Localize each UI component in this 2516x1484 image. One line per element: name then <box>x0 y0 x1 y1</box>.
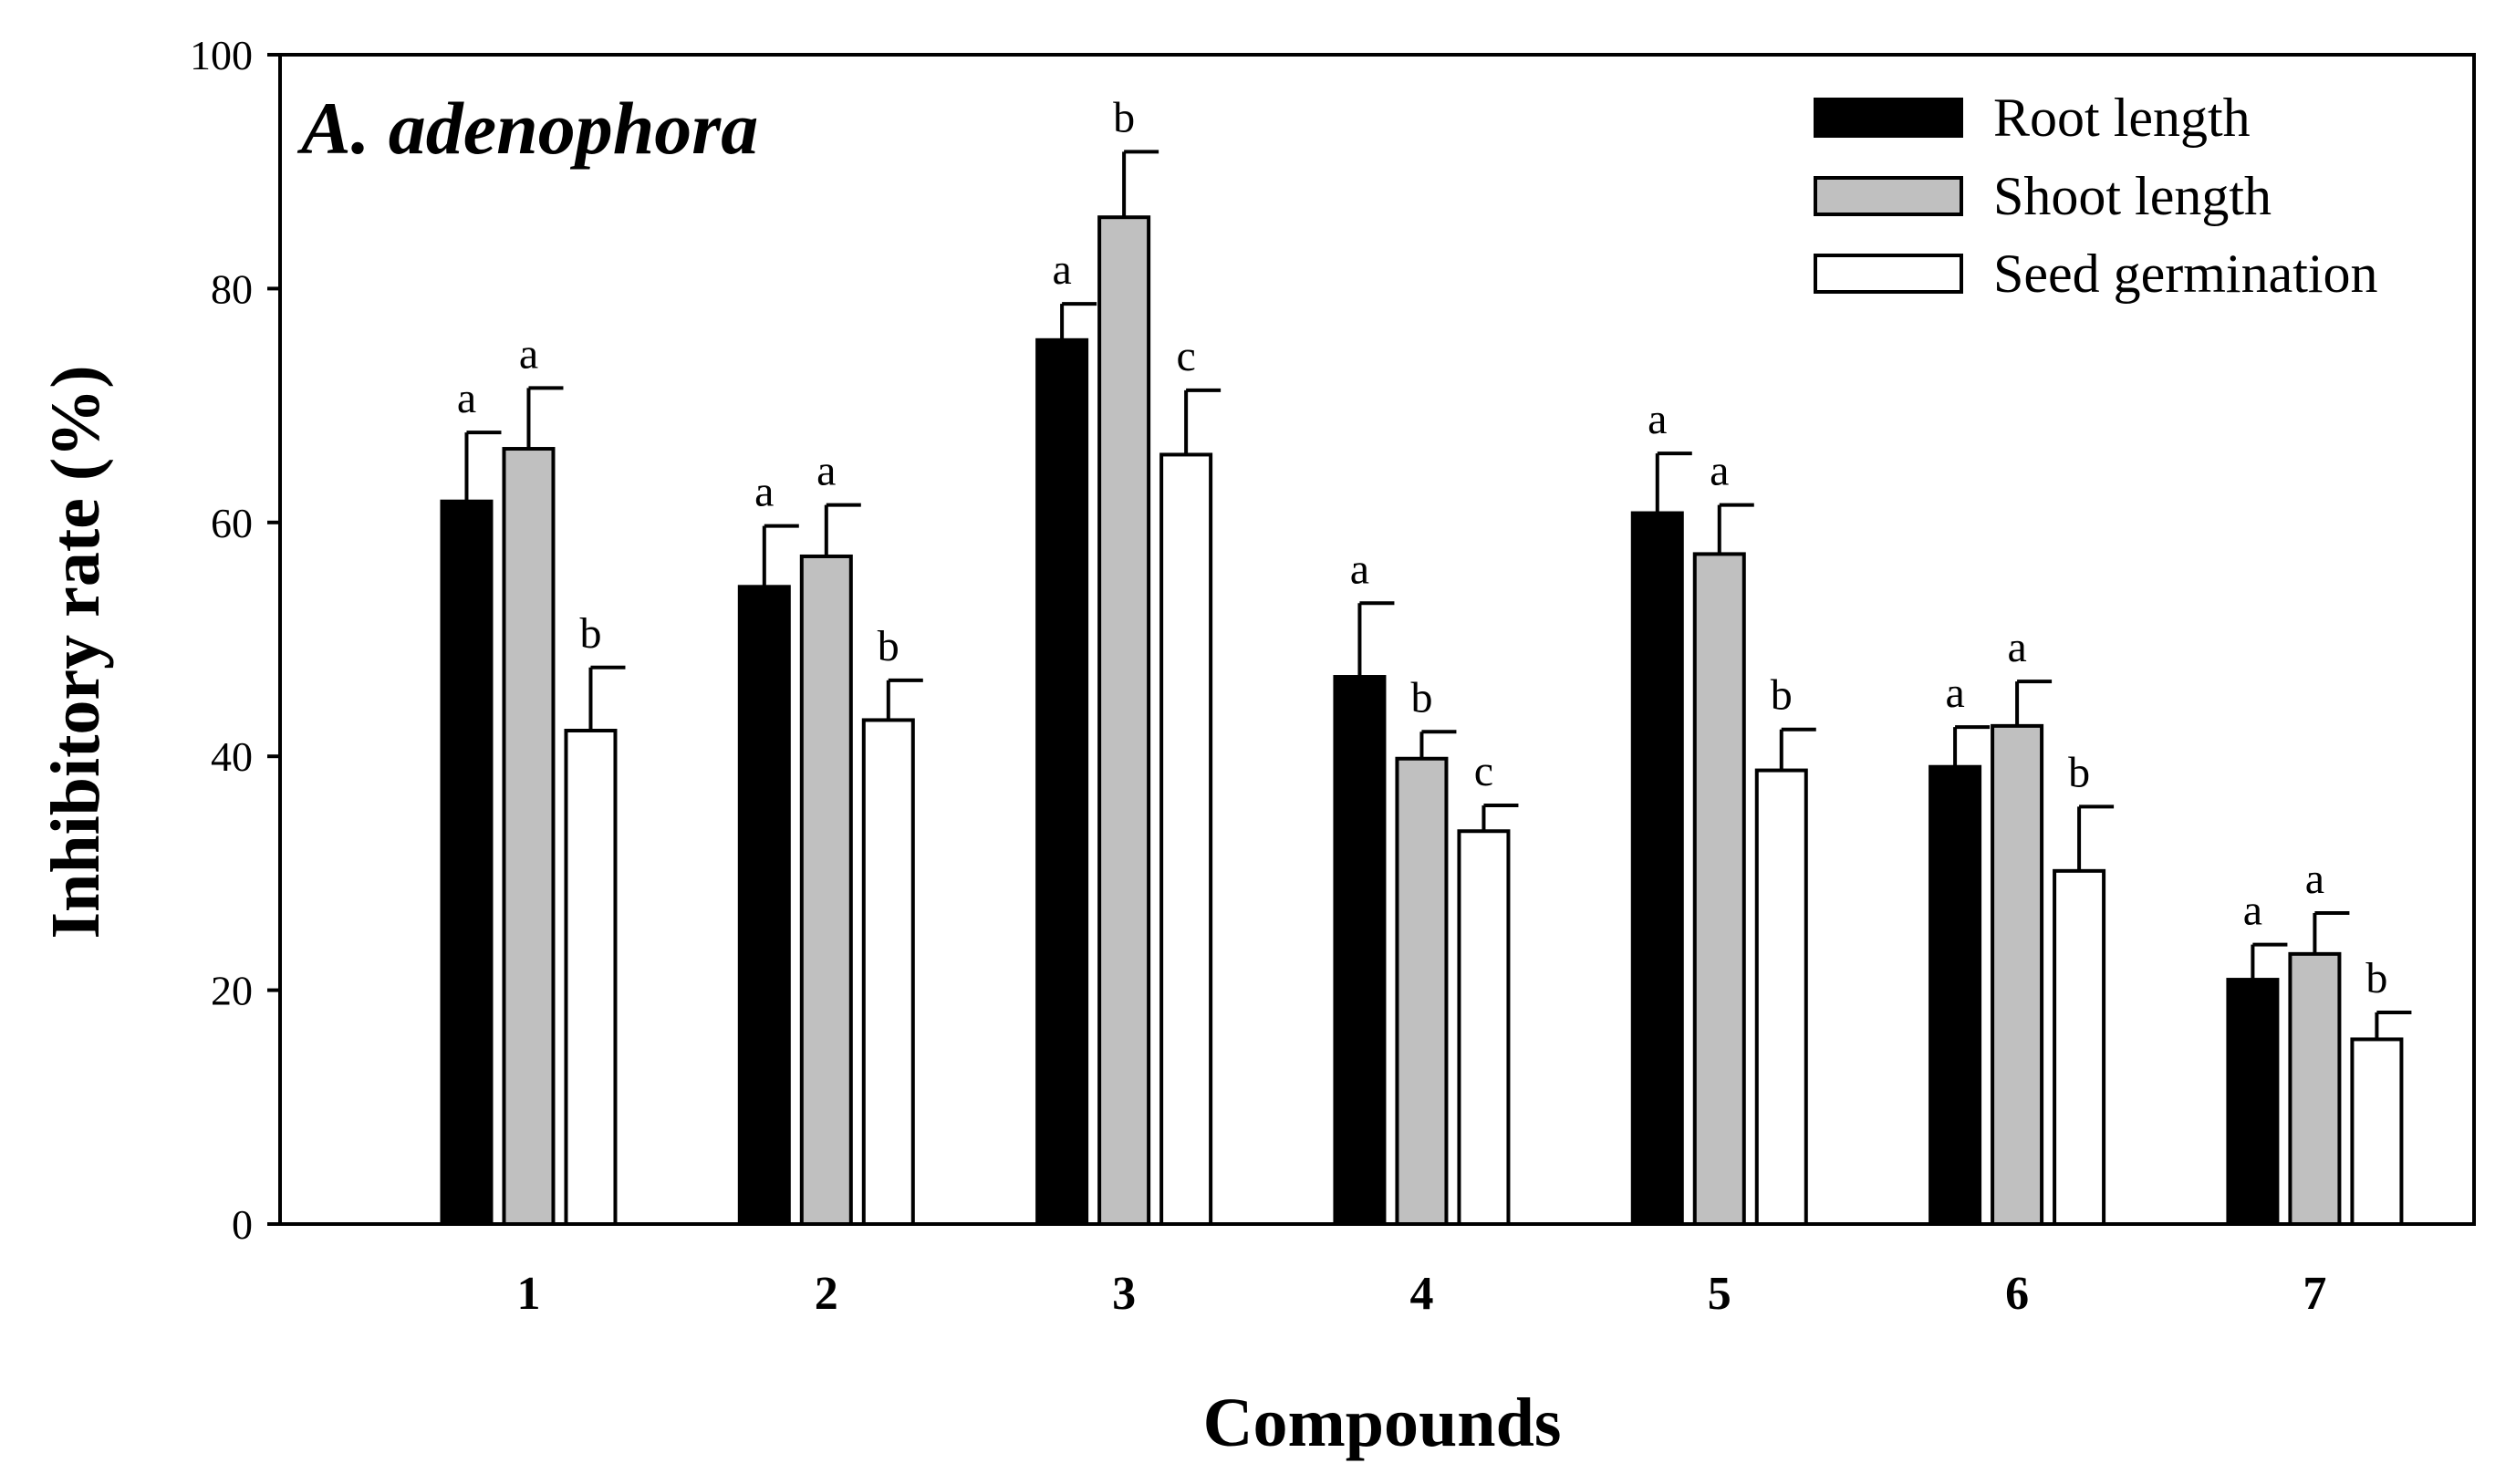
significance-letter: b <box>1771 671 1793 720</box>
x-tick-label: 6 <box>2005 1268 2029 1320</box>
bar <box>1333 675 1387 1226</box>
significance-letter: a <box>1945 669 1964 717</box>
bar <box>2053 868 2106 1226</box>
legend-swatch <box>1814 254 1963 294</box>
significance-letter: c <box>1176 332 1195 380</box>
significance-letter: c <box>1474 747 1493 795</box>
legend-swatch <box>1814 98 1963 138</box>
bar <box>1097 215 1151 1226</box>
bar <box>1395 756 1449 1226</box>
legend-label: Root length <box>1993 88 2251 148</box>
legend-swatch <box>1814 176 1963 216</box>
significance-letter: a <box>816 447 836 495</box>
significance-letter: b <box>2068 748 2090 796</box>
significance-letter: b <box>1410 673 1432 721</box>
significance-letter: a <box>2243 887 2262 935</box>
significance-letter: a <box>2007 623 2026 671</box>
bar <box>1929 764 1982 1226</box>
significance-letter: b <box>878 622 899 670</box>
bar <box>1630 511 1684 1226</box>
plot-frame <box>278 53 2476 1226</box>
significance-letter: b <box>2365 954 2387 1002</box>
bar <box>799 554 853 1226</box>
significance-letter: b <box>1113 93 1135 141</box>
significance-letter: a <box>1710 447 1729 495</box>
x-axis-title: Compounds <box>1203 1385 1562 1461</box>
legend-label: Shoot length <box>1993 166 2272 226</box>
bar <box>861 718 915 1226</box>
x-tick-label: 5 <box>1708 1268 1731 1320</box>
y-tick-label: 60 <box>211 500 253 546</box>
significance-letter: a <box>457 374 476 422</box>
y-tick-label: 100 <box>190 32 253 78</box>
chart-title: A. adenophora <box>296 87 758 170</box>
bar <box>564 728 618 1226</box>
x-tick-label: 1 <box>516 1268 540 1320</box>
bar <box>1692 552 1746 1226</box>
legend: Root length Shoot length Seed germination <box>1814 88 2378 304</box>
significance-letter: a <box>519 329 538 378</box>
bar <box>1159 452 1213 1227</box>
bar <box>1035 337 1089 1227</box>
significance-letter: a <box>2305 855 2324 903</box>
legend-label: Seed germination <box>1993 244 2378 304</box>
bar <box>502 447 556 1226</box>
x-tick-label: 3 <box>1112 1268 1136 1320</box>
y-axis-title: Inhibitory rate (%) <box>37 365 114 939</box>
x-tick-label: 2 <box>815 1268 838 1320</box>
bar <box>737 585 791 1226</box>
significance-letter: a <box>1052 245 1071 294</box>
bar <box>1991 723 2044 1226</box>
bar <box>2350 1037 2404 1226</box>
y-axis: 0 20 40 60 80 100 <box>190 32 280 1248</box>
significance-letter: a <box>1648 395 1667 443</box>
bar <box>1457 829 1511 1226</box>
x-tick-label: 7 <box>2303 1268 2326 1320</box>
y-tick-label: 80 <box>211 265 253 312</box>
bar <box>440 499 494 1226</box>
bar <box>1754 768 1808 1226</box>
bar <box>2226 978 2280 1226</box>
significance-letter: a <box>1350 545 1369 593</box>
y-tick-label: 0 <box>232 1201 253 1248</box>
y-tick-label: 40 <box>211 733 253 780</box>
significance-letter: a <box>754 468 774 516</box>
x-tick-label: 4 <box>1409 1268 1433 1320</box>
y-tick-label: 20 <box>211 968 253 1014</box>
bar <box>2288 951 2342 1227</box>
significance-letter: b <box>579 609 601 658</box>
x-axis: 1 2 3 4 5 6 7 <box>516 1268 2326 1320</box>
